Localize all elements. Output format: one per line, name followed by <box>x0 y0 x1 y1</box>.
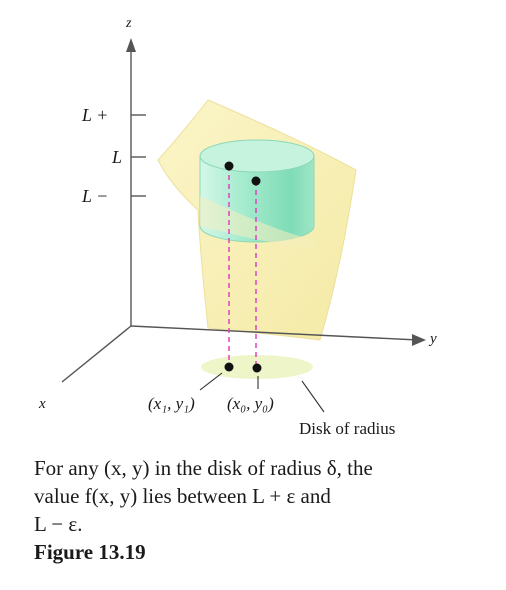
figure-caption: For any (x, y) in the disk of radius δ, … <box>34 454 474 538</box>
point-label-0: (x₀, y₀) <box>227 394 274 413</box>
point-on-surface-1 <box>224 161 234 171</box>
point-label-1: (x₁, y₁) <box>148 394 195 413</box>
figure-title: Figure 13.19 <box>34 540 146 564</box>
caption-line-1: For any (x, y) in the disk of radius δ, … <box>34 456 373 480</box>
cylinder-top <box>199 139 315 173</box>
cylinder <box>199 139 315 248</box>
z-ticks <box>131 114 146 197</box>
projection-lines <box>228 166 257 368</box>
point-on-surface-0 <box>251 176 261 186</box>
leader-disk <box>301 380 325 413</box>
point-in-disk-1 <box>224 362 234 372</box>
z-axis-label: z <box>125 16 132 31</box>
y-axis-arrow <box>412 334 426 346</box>
tick-label-middle: L <box>111 147 122 167</box>
tick-label-upper: L + <box>81 105 108 125</box>
disk-label: Disk of radius <box>299 419 395 438</box>
caption-line-2: value f(x, y) lies between L + ε and <box>34 484 331 508</box>
leader-lines <box>199 372 325 413</box>
surface-front-part <box>200 196 314 248</box>
caption-line-3: L − ε. <box>34 512 83 536</box>
y-axis-label: y <box>428 331 437 347</box>
leader-p1 <box>199 372 223 391</box>
x-axis-label: x <box>38 396 46 412</box>
x-axis <box>61 325 132 383</box>
z-axis-arrow <box>126 38 136 52</box>
y-axis <box>130 325 419 341</box>
axes <box>61 46 419 383</box>
point-in-disk-0 <box>252 363 262 373</box>
tick-label-lower: L − <box>81 186 108 206</box>
